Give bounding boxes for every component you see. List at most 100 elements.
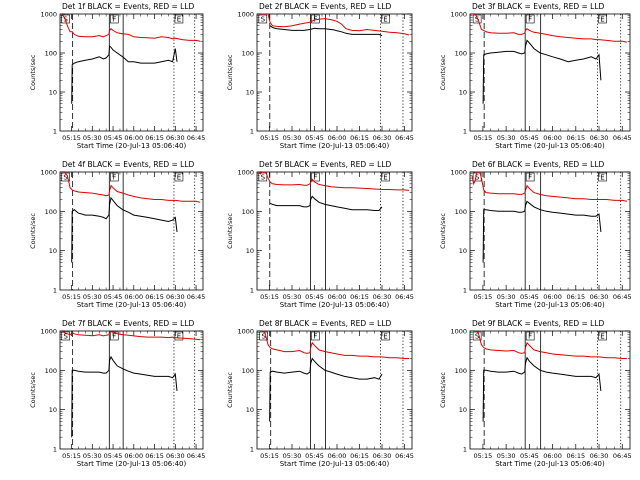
marker-label: F xyxy=(528,174,532,182)
marker-box xyxy=(381,14,390,24)
x-tick-label: 05:45 xyxy=(104,293,123,301)
x-tick-label: 05:45 xyxy=(305,293,324,301)
x-tick-label: 06:45 xyxy=(613,452,632,460)
marker-label: E xyxy=(600,174,604,182)
lld-series-line xyxy=(472,14,627,43)
x-tick-label: 05:15 xyxy=(260,134,279,142)
y-tick-label: 1 xyxy=(463,287,467,295)
plot-frame xyxy=(59,330,204,450)
x-tick-label: 06:30 xyxy=(166,452,185,460)
x-axis-label: Start Time (20-Jul-13 05:06:40) xyxy=(495,142,605,150)
marker-label: S xyxy=(475,16,480,24)
x-tick-label: 05:45 xyxy=(305,452,324,460)
series-group xyxy=(259,14,410,37)
marker-label: F xyxy=(313,333,317,341)
x-tick-label: 06:00 xyxy=(328,452,347,460)
x-tick-label: 06:45 xyxy=(187,134,206,142)
y-axis-label: Counts/sec xyxy=(439,54,447,90)
panel-title: Det 1f BLACK = Events, RED = LLD xyxy=(62,2,195,11)
y-axis-label: Counts/sec xyxy=(226,213,234,249)
series-group xyxy=(259,331,409,422)
x-axis-label: Start Time (20-Jul-13 05:06:40) xyxy=(280,301,390,309)
x-tick-label: 06:30 xyxy=(166,134,185,142)
marker-label: F xyxy=(313,174,317,182)
x-tick-label: 06:45 xyxy=(395,452,414,460)
x-tick-label: 05:30 xyxy=(283,452,302,460)
events-series-line xyxy=(71,355,178,438)
marker-label: E xyxy=(177,16,181,24)
lld-series-line xyxy=(61,14,201,42)
x-tick-label: 05:15 xyxy=(260,452,279,460)
plot-frame xyxy=(256,330,413,450)
x-tick-label: 05:15 xyxy=(260,293,279,301)
x-tick-label: 06:00 xyxy=(543,293,562,301)
x-tick-label: 06:00 xyxy=(328,293,347,301)
y-tick-label: 100 xyxy=(455,50,467,58)
x-tick-label: 06:30 xyxy=(373,293,392,301)
x-tick-label: 05:15 xyxy=(62,293,81,301)
events-series-line xyxy=(269,357,383,422)
x-tick-label: 06:45 xyxy=(395,293,414,301)
y-axis-label: Counts/sec xyxy=(439,213,447,249)
x-tick-label: 05:15 xyxy=(474,293,493,301)
chart-panel-3: Det 3f BLACK = Events, RED = LLD 1 10 100 10… xyxy=(439,2,632,150)
series-group xyxy=(472,331,627,422)
series-group xyxy=(61,172,201,263)
marker-box xyxy=(525,14,535,24)
marker-box xyxy=(311,172,320,182)
x-axis-label: Start Time (20-Jul-13 05:06:40) xyxy=(495,460,605,468)
x-tick-label: 06:30 xyxy=(590,134,609,142)
y-tick-label: 100 xyxy=(45,367,57,375)
marker-label: E xyxy=(600,333,604,341)
marker-label: E xyxy=(177,333,181,341)
marker-box xyxy=(472,14,482,24)
x-tick-label: 05:45 xyxy=(305,134,324,142)
chart-panel-2: Det 2f BLACK = Events, RED = LLD 1 10 100 10… xyxy=(226,2,414,150)
chart-panel-9: Det 9f BLACK = Events, RED = LLD 1 10 100 10… xyxy=(439,319,632,468)
y-tick-label: 1000 xyxy=(40,169,57,177)
x-tick-label: 06:15 xyxy=(145,134,164,142)
y-tick-label: 10 xyxy=(459,406,467,414)
plot-frame xyxy=(59,171,204,291)
series-group xyxy=(472,14,627,104)
marker-box xyxy=(174,172,184,182)
marker-label: F xyxy=(528,333,532,341)
events-series-line xyxy=(71,196,178,263)
y-tick-label: 100 xyxy=(455,367,467,375)
plot-frame xyxy=(469,330,631,450)
y-tick-label: 1 xyxy=(463,128,467,136)
chart-panel-4: Det 4f BLACK = Events, RED = LLD 1 10 100 10… xyxy=(29,160,205,309)
series-group xyxy=(61,14,201,104)
y-tick-label: 1 xyxy=(250,446,254,454)
marker-label: E xyxy=(600,16,604,24)
x-axis-label: Start Time (20-Jul-13 05:06:40) xyxy=(77,142,187,150)
marker-box xyxy=(110,14,119,24)
x-tick-label: 06:45 xyxy=(187,293,206,301)
plot-frame xyxy=(256,171,413,291)
y-tick-label: 1000 xyxy=(40,11,57,19)
events-series-line xyxy=(269,25,383,37)
marker-label: E xyxy=(383,333,387,341)
y-tick-label: 1 xyxy=(463,446,467,454)
x-tick-label: 05:15 xyxy=(474,134,493,142)
panel-title: Det 5f BLACK = Events, RED = LLD xyxy=(259,160,392,169)
x-axis-label: Start Time (20-Jul-13 05:06:40) xyxy=(77,460,187,468)
x-tick-label: 05:15 xyxy=(62,452,81,460)
y-tick-label: 10 xyxy=(49,406,57,414)
x-tick-label: 06:00 xyxy=(543,452,562,460)
y-tick-label: 1000 xyxy=(237,169,254,177)
y-tick-label: 1 xyxy=(250,128,254,136)
lld-series-line xyxy=(472,331,627,359)
x-tick-label: 05:30 xyxy=(497,293,516,301)
marker-box xyxy=(110,172,119,182)
x-tick-label: 06:00 xyxy=(124,293,143,301)
panel-title: Det 8f BLACK = Events, RED = LLD xyxy=(259,319,392,328)
y-tick-label: 1000 xyxy=(450,11,467,19)
marker-box xyxy=(258,172,268,182)
x-tick-label: 06:15 xyxy=(350,452,369,460)
marker-box xyxy=(258,14,268,24)
marker-box xyxy=(525,331,535,341)
y-tick-label: 1000 xyxy=(40,328,57,336)
x-axis-label: Start Time (20-Jul-13 05:06:40) xyxy=(280,142,390,150)
